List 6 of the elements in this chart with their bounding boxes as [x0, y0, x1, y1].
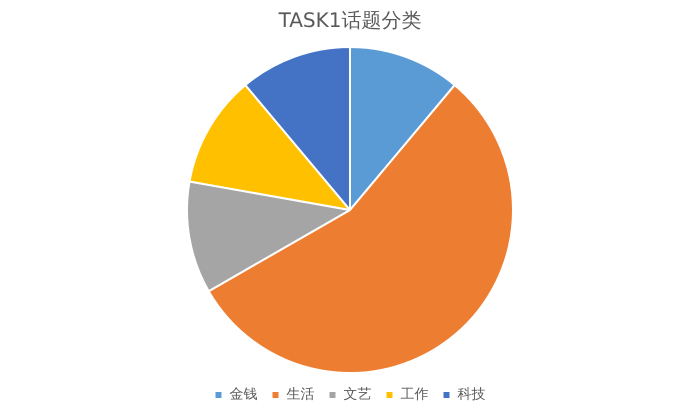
legend-label: 文艺 — [344, 386, 372, 403]
legend-label: 生活 — [286, 386, 314, 403]
chart-title: TASK1话题分类 — [278, 8, 422, 32]
legend-label: 科技 — [458, 386, 486, 403]
legend-label: 工作 — [400, 386, 428, 403]
legend-label: 金钱 — [230, 386, 258, 403]
